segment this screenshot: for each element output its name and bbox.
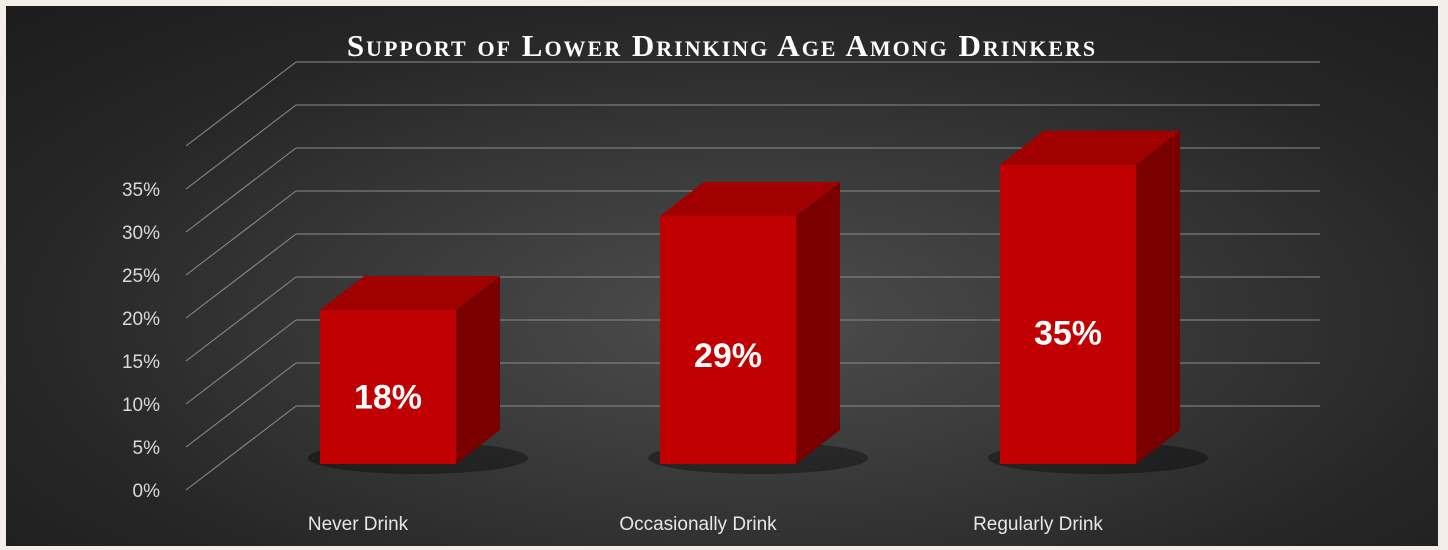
bar-front-face xyxy=(1000,164,1136,464)
data-label: 35% xyxy=(1034,314,1102,352)
bar-front-face xyxy=(660,216,796,464)
x-category-label: Never Drink xyxy=(308,514,409,535)
y-tick-label: 30% xyxy=(122,223,160,244)
y-tick-label: 10% xyxy=(122,395,160,416)
bar-side-face xyxy=(456,276,500,464)
bar-top-face xyxy=(660,182,840,217)
data-label: 18% xyxy=(354,378,422,416)
bar-side-face xyxy=(796,182,840,465)
bars: 18% 29% 35% xyxy=(308,130,1208,474)
gridline-side xyxy=(185,405,297,491)
y-tick-label: 20% xyxy=(122,309,160,330)
chart-panel: Support of Lower Drinking Age Among Drin… xyxy=(6,6,1438,546)
y-tick-label: 15% xyxy=(122,352,160,373)
y-tick-label: 35% xyxy=(122,180,160,201)
gridline-side xyxy=(185,319,297,405)
y-axis-tick-labels: 0% 5% 10% 15% 20% 25% 30% 35% xyxy=(122,180,160,502)
y-tick-label: 0% xyxy=(133,481,161,502)
gridline-side xyxy=(185,362,297,448)
bar-front-face xyxy=(320,310,456,464)
x-axis-category-labels: Never Drink Occasionally Drink Regularly D… xyxy=(308,514,1104,535)
gridline-side xyxy=(185,104,297,190)
gridline-side xyxy=(185,190,297,276)
gridline-side xyxy=(185,147,297,233)
y-tick-label: 5% xyxy=(133,438,161,459)
y-tick-label: 25% xyxy=(122,266,160,287)
x-category-label: Regularly Drink xyxy=(973,514,1103,535)
chart-title: Support of Lower Drinking Age Among Drin… xyxy=(346,28,1098,63)
bar: 18% xyxy=(308,276,528,474)
bar: 29% xyxy=(648,182,868,474)
bar: 35% xyxy=(988,130,1208,474)
bar-side-face xyxy=(1136,130,1180,464)
bar-top-face xyxy=(320,276,500,311)
gridline-side xyxy=(185,276,297,362)
gridline-side xyxy=(185,61,297,147)
bar-chart: 0% 5% 10% 15% 20% 25% 30% 35% 18% 29% 35% Never D… xyxy=(122,61,1320,535)
data-label: 29% xyxy=(694,337,762,375)
x-category-label: Occasionally Drink xyxy=(619,514,777,535)
bar-top-face xyxy=(1000,130,1180,165)
gridline-side xyxy=(185,233,297,319)
